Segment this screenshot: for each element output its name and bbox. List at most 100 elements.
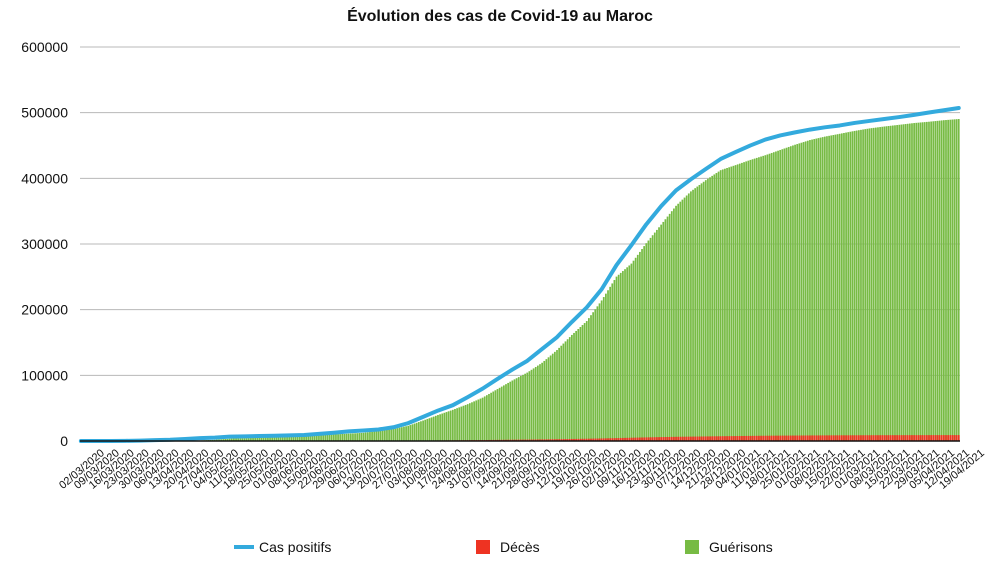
bar-guerisons (709, 177, 711, 441)
bar-deces (539, 439, 541, 441)
bar-guerisons (719, 170, 722, 441)
bar-guerisons (364, 432, 367, 441)
bar-deces (936, 435, 939, 441)
bar-deces (581, 438, 584, 441)
bar-guerisons (600, 300, 603, 441)
bar-guerisons (568, 337, 571, 441)
bar-deces (900, 435, 903, 441)
bar-guerisons (738, 163, 741, 441)
bar-deces (919, 435, 922, 441)
bar-guerisons (772, 152, 775, 441)
bar-guerisons (432, 416, 435, 441)
bar-guerisons (262, 437, 265, 441)
bar-deces (840, 435, 843, 441)
bar-guerisons (417, 422, 420, 441)
bar-guerisons (626, 267, 629, 441)
bar-guerisons (441, 413, 444, 441)
bar-guerisons (394, 428, 397, 441)
bar-deces (743, 435, 745, 441)
bar-guerisons (549, 355, 552, 441)
bar-guerisons (647, 240, 650, 441)
bar-guerisons (736, 164, 739, 441)
bar-deces (643, 437, 646, 441)
bar-guerisons (690, 191, 692, 441)
bar-guerisons (560, 345, 563, 441)
bar-deces (802, 435, 805, 441)
bar-guerisons (290, 435, 293, 441)
bar-deces (804, 435, 807, 441)
bar-deces (641, 437, 643, 441)
bar-deces (711, 436, 714, 441)
series-line (78, 105, 961, 443)
bar-deces (656, 437, 658, 441)
bar-deces (768, 435, 771, 441)
bar-deces (541, 439, 543, 441)
y-tick-label: 400000 (21, 170, 68, 186)
bar-guerisons (426, 418, 429, 441)
bar-guerisons (675, 205, 677, 441)
bar-deces (611, 438, 614, 441)
bar-guerisons (645, 243, 648, 441)
bar-deces (834, 435, 837, 441)
bar-guerisons (755, 157, 758, 441)
bar-guerisons (955, 119, 958, 441)
bar-guerisons (860, 129, 862, 441)
bar-deces (855, 435, 858, 441)
bar-guerisons (220, 439, 223, 441)
bar-guerisons (834, 134, 837, 441)
bar-guerisons (345, 433, 348, 441)
bar-guerisons (923, 122, 926, 442)
bar-guerisons (760, 156, 762, 441)
bar-guerisons (471, 402, 473, 441)
bar-guerisons (762, 155, 765, 441)
bar-guerisons (264, 437, 267, 441)
bar-deces (828, 435, 830, 441)
bar-guerisons (817, 138, 820, 441)
bar-guerisons (460, 406, 463, 441)
bar-guerisons (787, 146, 790, 441)
bar-guerisons (930, 121, 932, 441)
y-tick-label: 0 (60, 433, 68, 449)
bar-deces (883, 435, 886, 441)
bar-deces (741, 435, 743, 441)
bar-deces (917, 435, 920, 441)
bar-guerisons (585, 321, 588, 441)
bar-deces (685, 436, 688, 441)
bar-deces (545, 439, 548, 441)
bar-deces (938, 435, 941, 441)
bar-guerisons (458, 407, 461, 441)
bar-deces (836, 435, 839, 441)
bar-guerisons (564, 341, 567, 441)
bar-deces (781, 435, 784, 441)
bar-guerisons (643, 246, 646, 441)
bar-guerisons (881, 126, 884, 441)
bar-guerisons (228, 438, 231, 441)
bar-deces (594, 438, 597, 441)
bar-guerisons (815, 138, 818, 441)
bar-guerisons (337, 434, 339, 441)
bar-guerisons (271, 436, 274, 441)
bar-guerisons (218, 439, 220, 441)
bar-deces (934, 435, 937, 441)
bar-guerisons (390, 429, 393, 441)
bar-guerisons (945, 120, 947, 441)
bar-guerisons (447, 411, 450, 441)
bar-deces (889, 435, 892, 441)
bar-deces (945, 435, 947, 441)
bar-guerisons (383, 430, 386, 441)
bar-guerisons (352, 433, 354, 441)
bar-deces (664, 437, 667, 441)
bar-guerisons (247, 438, 250, 441)
bar-deces (821, 435, 824, 441)
bar-guerisons (243, 438, 246, 441)
bar-deces (747, 435, 750, 441)
bar-guerisons (947, 119, 949, 441)
bar-deces (596, 438, 599, 441)
bar-deces (845, 435, 847, 441)
bar-deces (566, 439, 569, 441)
bar-guerisons (403, 426, 405, 441)
bar-guerisons (651, 235, 654, 441)
bar-guerisons (830, 135, 833, 441)
bar-guerisons (366, 432, 369, 441)
bar-guerisons (298, 435, 301, 441)
